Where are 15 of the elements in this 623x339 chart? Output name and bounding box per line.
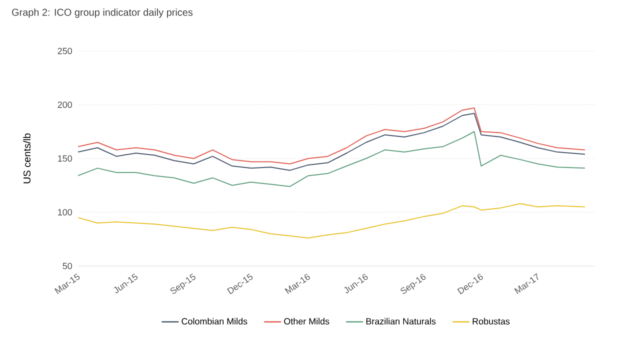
line-series: [78, 131, 586, 187]
legend-label: Colombian Milds: [182, 318, 248, 324]
legend-label: Robustas: [472, 318, 510, 324]
line-series: [78, 203, 586, 239]
y-tick-label: 250: [58, 48, 72, 54]
y-tick-label: 200: [58, 102, 72, 108]
chart-title: Graph 2: ICO group indicator daily prices: [12, 8, 193, 18]
legend-label: Brazilian Naturals: [366, 318, 436, 324]
y-tick-label: 100: [58, 209, 72, 216]
y-tick-label: 150: [58, 155, 72, 162]
y-axis-title: US cents/lb: [23, 133, 31, 184]
y-tick-label: 50: [62, 262, 72, 270]
line-series: [78, 112, 586, 171]
legend-label: Other Milds: [284, 318, 330, 324]
line-series: [78, 107, 586, 164]
